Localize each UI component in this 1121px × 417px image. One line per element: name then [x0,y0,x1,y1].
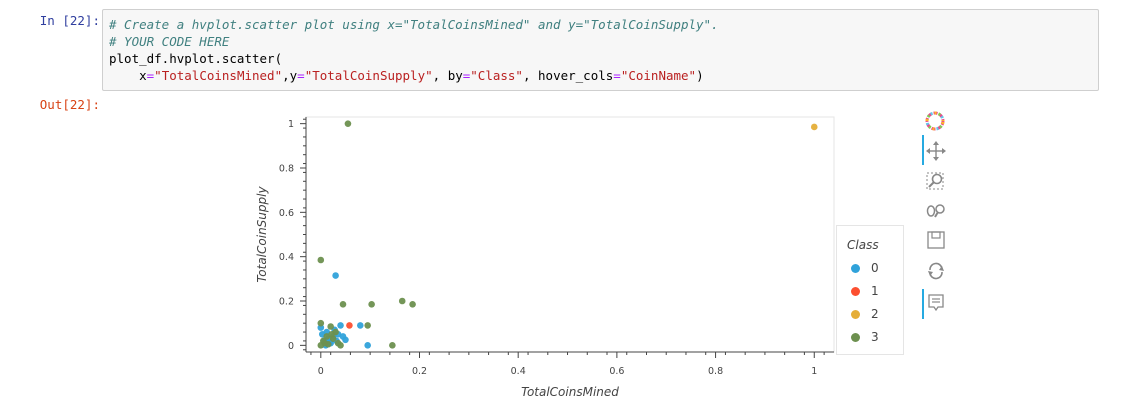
code-token: "CoinName" [620,68,697,83]
scatter-point-class-1 [346,322,353,329]
plot-toolbar [920,108,954,323]
scatter-point-class-3 [317,256,325,264]
pan-active-indicator [922,135,924,165]
legend-marker [851,286,860,296]
code-token: "TotalCoinSupply" [304,68,433,83]
code-token: ) [696,68,704,83]
scatter-point-class-3 [339,301,347,308]
x-tick-label: 0.8 [708,366,723,377]
scatter-point-class-0 [337,322,344,329]
scatter-point-class-3 [389,342,396,349]
x-tick-label: 0 [318,366,324,377]
code-token: , by [432,68,463,83]
scatter-point-class-3 [327,323,334,330]
code-line: # Create a hvplot.scatter plot using x="… [109,16,1092,33]
legend-marker [851,309,860,319]
legend-title: Class [847,238,879,252]
code-token: = [297,68,305,83]
pan-icon[interactable] [920,138,954,164]
code-token: ,y [282,68,298,83]
y-tick-label: 0 [288,341,294,352]
y-tick-label: 0.8 [279,163,294,174]
scatter-point-class-3 [323,333,331,340]
code-token: "TotalCoinsMined" [154,68,283,83]
legend-label: 0 [871,261,879,275]
legend-marker [851,332,860,342]
code-token: x [109,68,147,83]
scatter-point-class-2 [810,123,818,131]
scatter-point-class-3 [344,120,352,127]
legend-item-class-3[interactable]: 3 [851,330,879,344]
wheel-zoom-icon[interactable] [920,198,954,224]
scatter-point-class-3 [319,337,327,345]
scatter-point-class-3 [337,342,344,349]
y-tick-label: 0.2 [279,297,294,308]
x-tick-label: 1 [811,366,817,377]
code-token: = [146,68,155,83]
scatter-point-class-3 [317,319,325,327]
scatter-point-class-0 [332,272,339,279]
plot-legend[interactable]: Class 0 1 2 3 [836,225,904,355]
y-tick-label: 0.6 [279,208,294,219]
x-axis-title: TotalCoinsMined [521,385,619,399]
scatter-point-class-0 [356,322,364,329]
code-token: = [462,68,471,83]
plot-area [305,116,835,353]
scatter-point-class-3 [398,297,406,305]
scatter-point-class-3 [368,301,375,308]
code-token: , hover_cols [522,68,614,83]
scatter-point-class-3 [324,340,332,348]
legend-item-class-0[interactable]: 0 [851,261,879,275]
legend-item-class-2[interactable]: 2 [851,307,879,321]
x-tick-label: 0.4 [511,366,526,377]
code-cell-input[interactable]: # Create a hvplot.scatter plot using x="… [102,9,1099,91]
legend-label: 3 [871,330,879,344]
code-token: "Class" [470,68,523,83]
save-icon[interactable] [920,228,954,254]
scatter-point-class-0 [364,342,371,349]
hover-icon[interactable] [920,290,954,316]
code-line: plot_df.hvplot.scatter( [109,50,1092,67]
output-prompt: Out[22]: [39,97,100,112]
y-tick-label: 1 [288,119,294,130]
scatter-point-class-3 [364,322,371,329]
code-line: x="TotalCoinsMined",y="TotalCoinSupply",… [109,67,1092,84]
x-tick-label: 0.6 [609,366,624,377]
code-token: = [613,68,621,83]
y-axis-title: TotalCoinSupply [255,186,269,283]
y-tick-label: 0.4 [279,252,294,263]
code-token: # Create a hvplot.scatter plot using x="… [109,17,719,32]
box-zoom-icon[interactable] [920,168,954,194]
legend-marker [851,263,860,273]
x-tick-label: 0.2 [412,366,427,377]
legend-item-class-1[interactable]: 1 [851,284,879,298]
code-token: plot_df.hvplot.scatter( [109,51,283,66]
legend-label: 1 [871,284,879,298]
code-token: # YOUR CODE HERE [109,34,230,49]
input-prompt: In [22]: [39,13,100,28]
scatter-point-class-3 [409,301,416,308]
hover-active-indicator [922,289,924,319]
legend-label: 2 [871,307,879,321]
scatter-point-class-0 [342,336,349,344]
scatter-point-class-3 [328,330,335,338]
bokeh-logo-icon[interactable] [920,108,954,134]
reset-icon[interactable] [920,258,954,284]
code-line: # YOUR CODE HERE [109,33,1092,50]
